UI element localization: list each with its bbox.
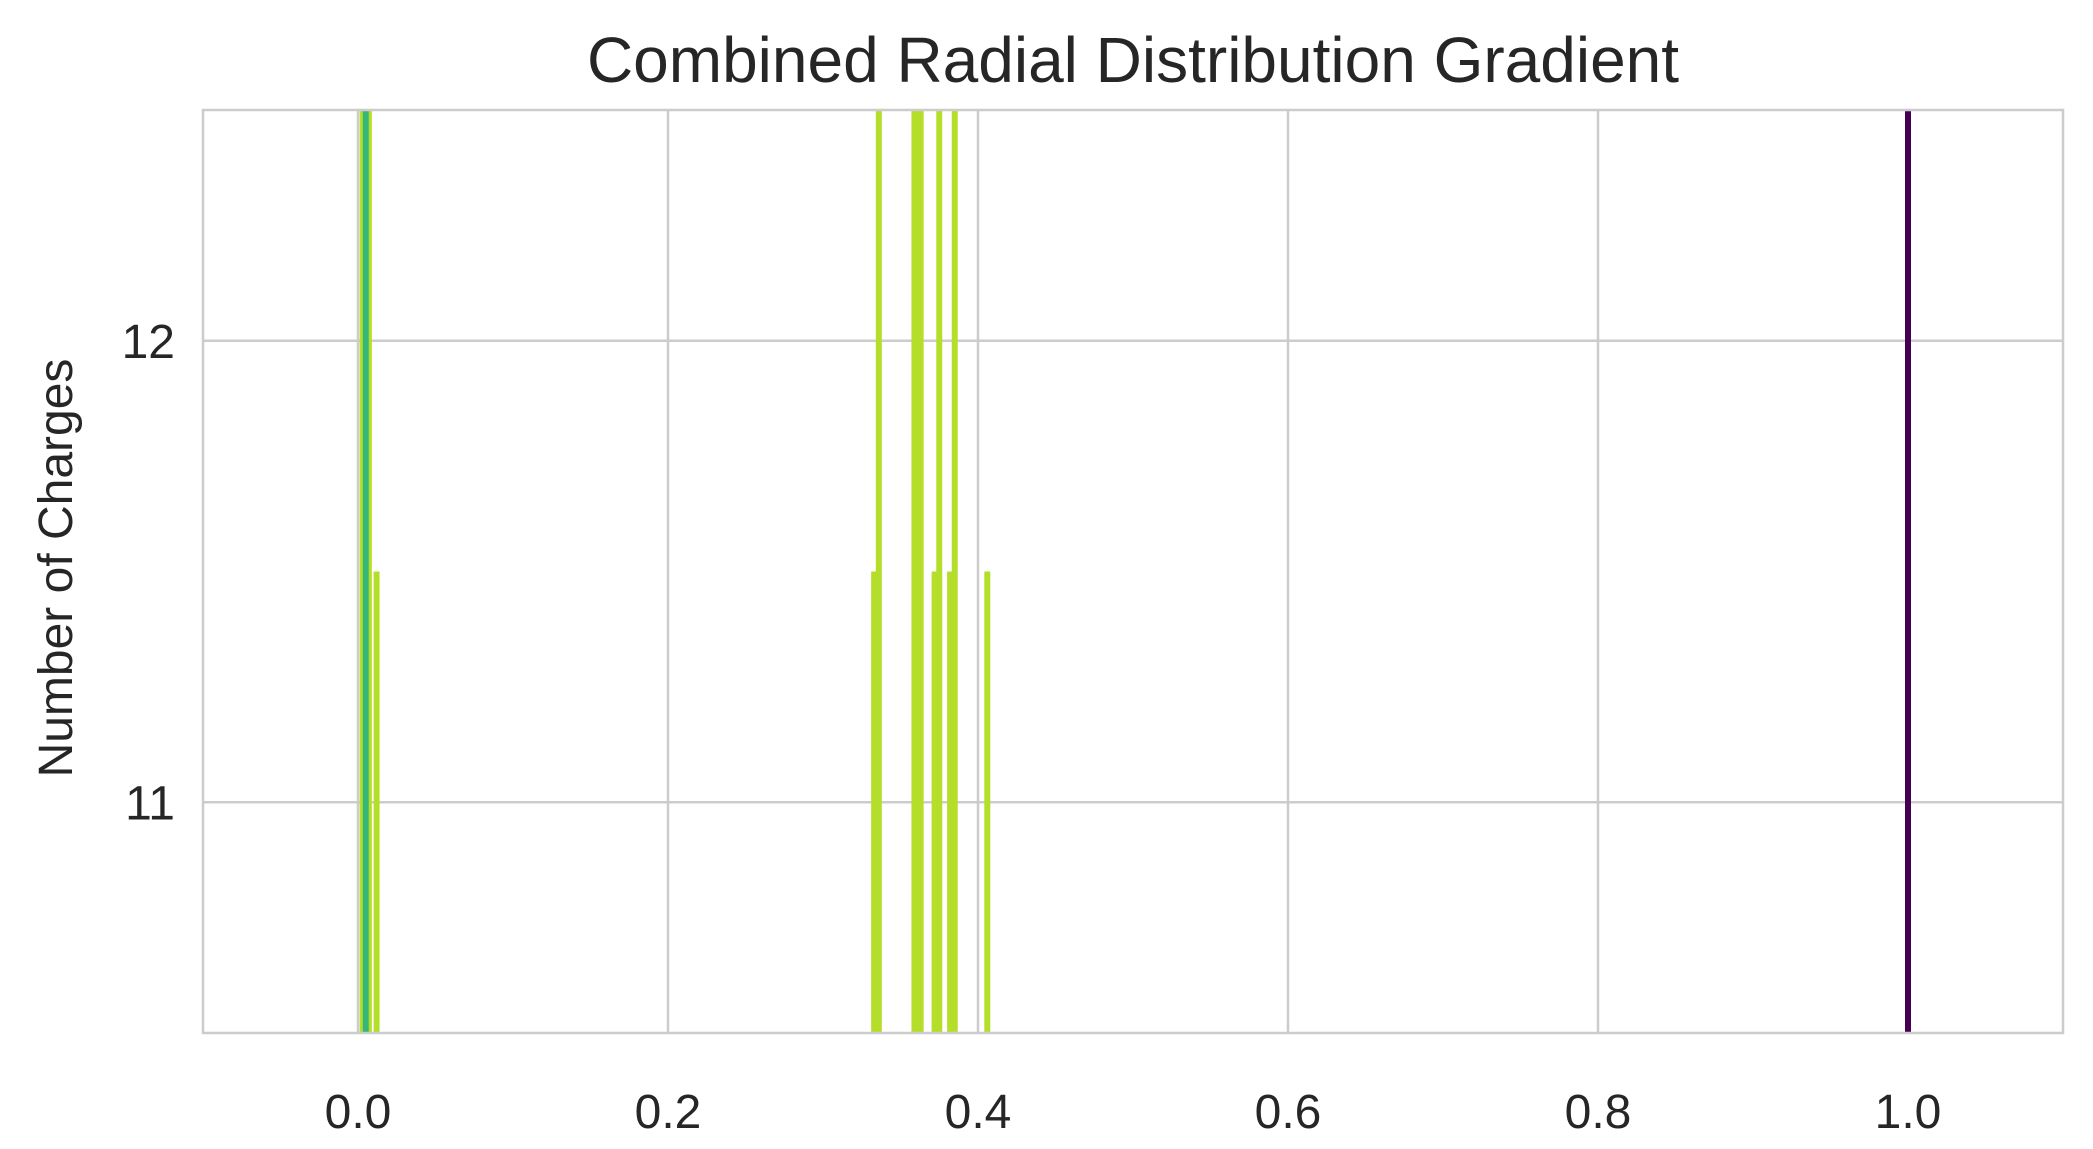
x-tick-label: 0.8: [1565, 1086, 1632, 1139]
x-tick-label: 0.2: [635, 1086, 702, 1139]
bar: [373, 571, 380, 1033]
x-tick-label: 1.0: [1875, 1086, 1942, 1139]
bar-series-group: [359, 110, 1911, 1033]
x-tick-label: 0.4: [945, 1086, 1012, 1139]
y-tick-label: 11: [125, 777, 175, 830]
plot-area-frame: [201, 108, 2065, 1035]
bar: [365, 110, 372, 1033]
bar: [362, 110, 369, 1033]
bar: [951, 110, 958, 1033]
y-axis-label: Number of Charges: [30, 359, 83, 778]
y-tick-label: 12: [122, 316, 175, 369]
bar: [911, 110, 918, 1033]
bar: [359, 110, 366, 1033]
bar: [871, 571, 878, 1033]
x-axis-ticks: 0.0 0.2 0.4 0.6 0.8 1.0: [325, 1086, 1942, 1139]
bar: [947, 571, 954, 1033]
bar: [917, 110, 924, 1033]
bar: [914, 110, 921, 1033]
bar: [1905, 110, 1911, 1033]
bar: [931, 571, 938, 1033]
chart-title: Combined Radial Distribution Gradient: [587, 24, 1679, 96]
bar: [936, 110, 943, 1033]
x-tick-label: 0.0: [325, 1086, 392, 1139]
grid-lines: [203, 110, 2063, 1033]
bar: [875, 110, 882, 1033]
bar: [984, 571, 991, 1033]
x-tick-label: 0.6: [1255, 1086, 1322, 1139]
y-axis-ticks: 11 12: [122, 316, 175, 831]
